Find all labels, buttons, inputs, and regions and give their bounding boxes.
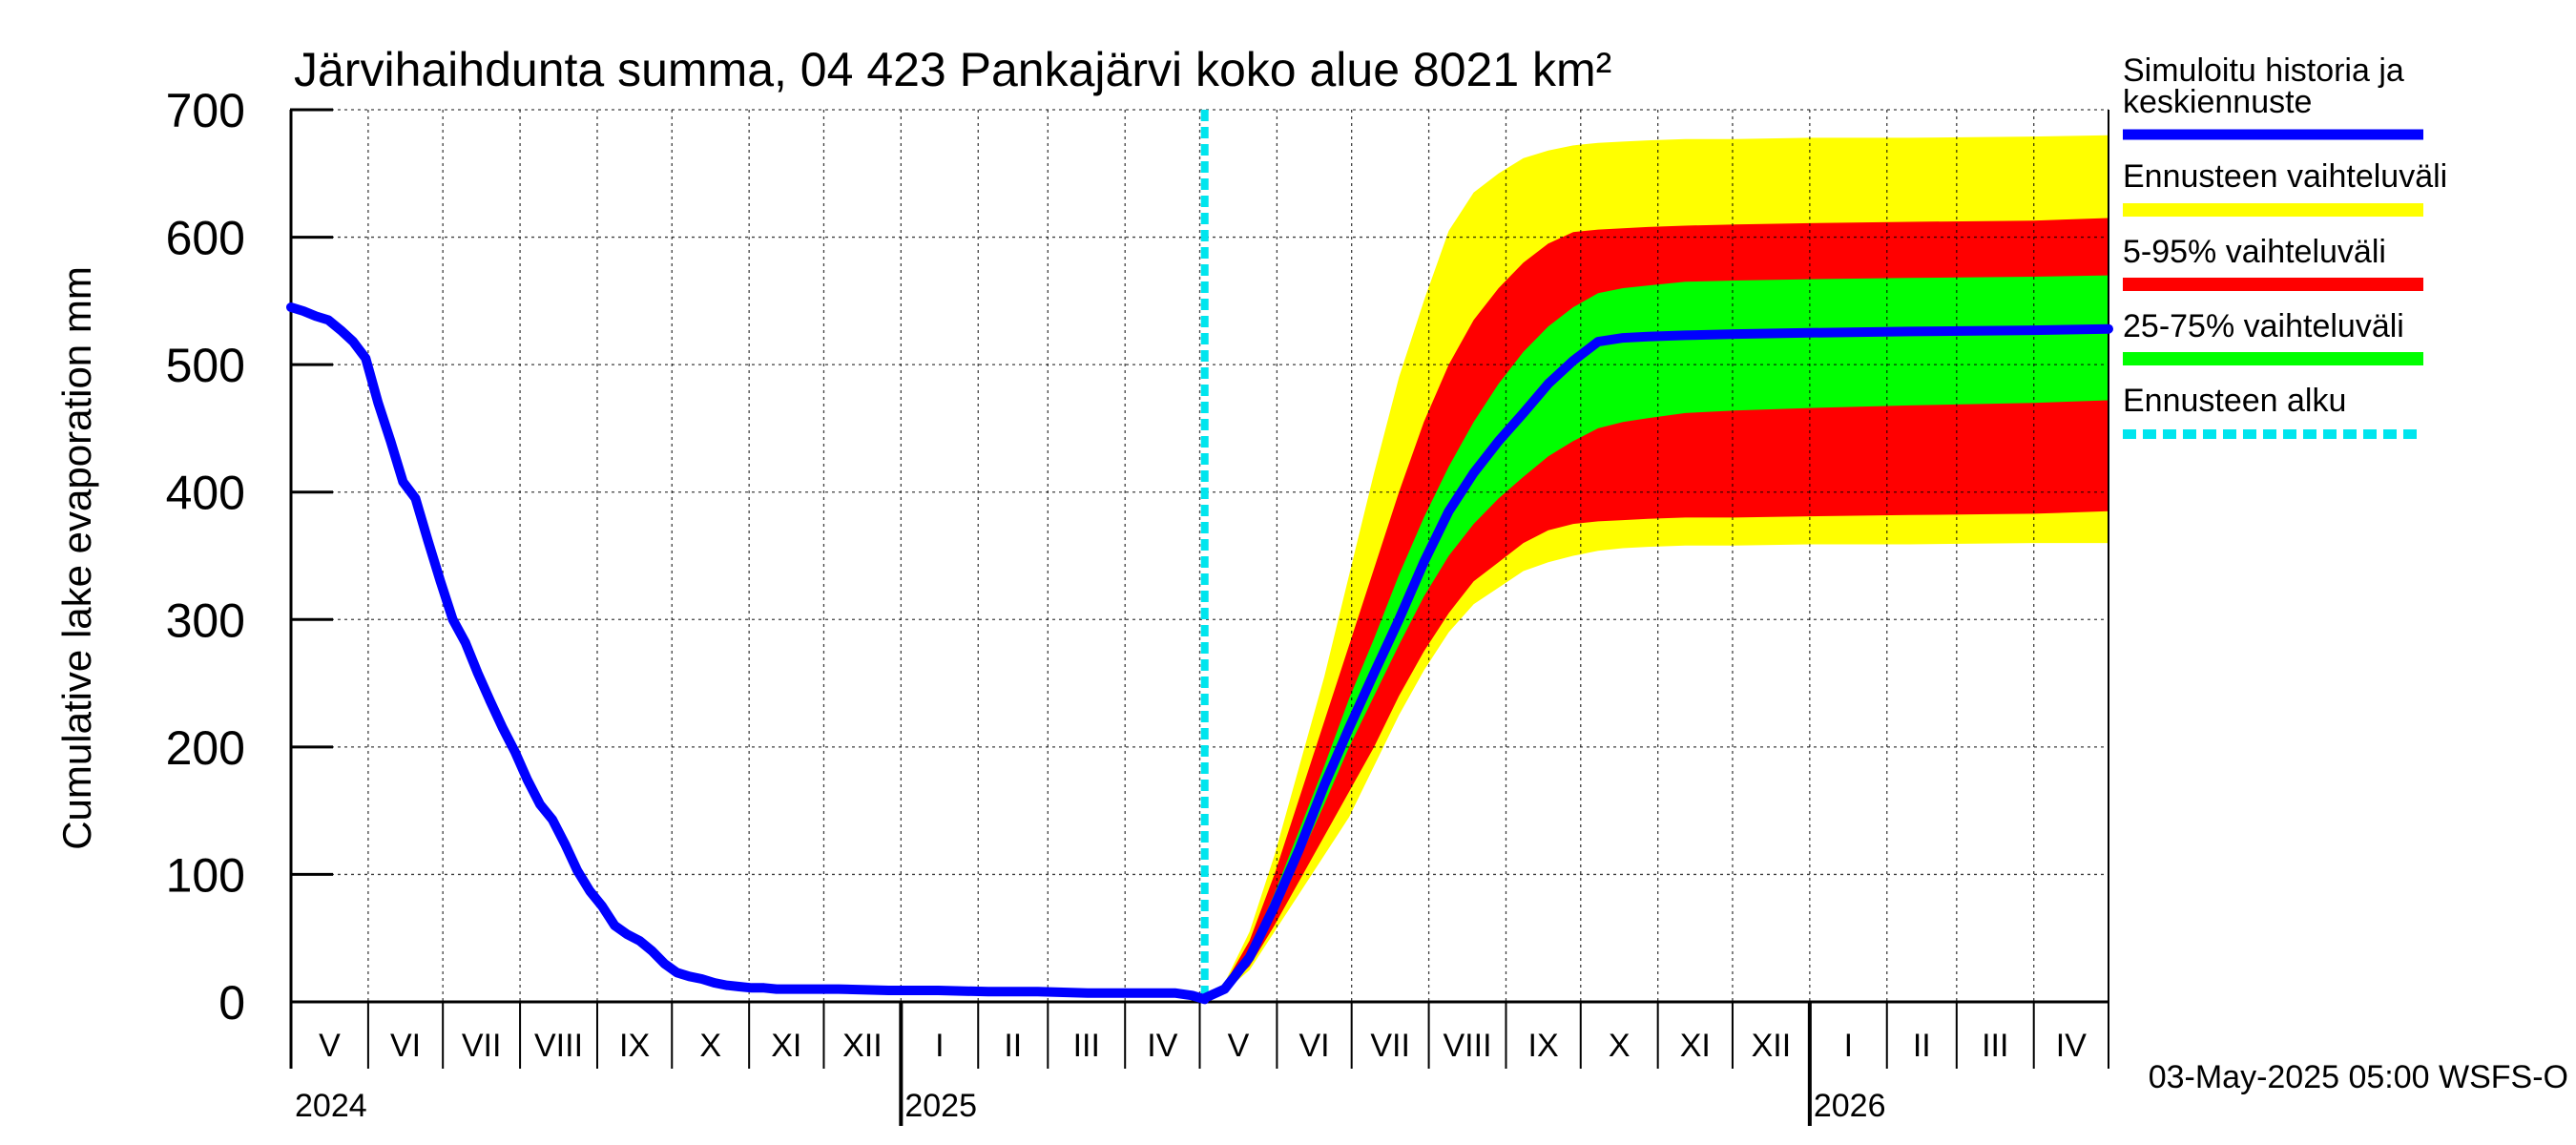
month-label: X (1609, 1028, 1631, 1064)
month-label: II (1913, 1028, 1931, 1064)
legend-p5-95-label: 5-95% vaihteluväli (2123, 234, 2386, 270)
month-label: II (1004, 1028, 1022, 1064)
month-label: VIII (1444, 1028, 1492, 1064)
legend-forecast-start-label: Ennusteen alku (2123, 383, 2346, 419)
footer-timestamp: 03-May-2025 05:00 WSFS-O (2149, 1059, 2568, 1095)
month-label: XII (1752, 1028, 1792, 1064)
legend-history-label-1: Simuloitu historia ja (2123, 52, 2404, 89)
month-label: III (1982, 1028, 2008, 1064)
grid-lines (291, 109, 2109, 1002)
month-label: III (1073, 1028, 1100, 1064)
y-tick-label: 600 (166, 212, 245, 265)
year-label: 2026 (1814, 1088, 1886, 1124)
month-label: VII (462, 1028, 502, 1064)
y-tick-label: 700 (166, 84, 245, 137)
y-axis-label: Cumulative lake evaporation mm (54, 266, 99, 850)
month-label: XII (842, 1028, 883, 1064)
year-label: 2024 (295, 1088, 367, 1124)
month-label: X (699, 1028, 721, 1064)
y-tick-label: 100 (166, 848, 245, 902)
month-label: IV (2056, 1028, 2087, 1064)
band-p25-75 (1204, 275, 2109, 999)
month-label: V (319, 1028, 341, 1064)
month-label: VII (1370, 1028, 1410, 1064)
month-label: IV (1147, 1028, 1177, 1064)
month-label: VI (1298, 1028, 1329, 1064)
y-tick-label: 400 (166, 467, 245, 520)
data-series (286, 110, 2113, 1005)
forecast-bands (1204, 135, 2109, 1000)
month-label: IX (619, 1028, 650, 1064)
month-label: XI (1680, 1028, 1711, 1064)
year-label: 2025 (904, 1088, 977, 1124)
legend-history-label-2: keskiennuste (2123, 84, 2312, 120)
history-line (286, 302, 1210, 1005)
month-label: IX (1528, 1028, 1559, 1064)
month-label: I (935, 1028, 944, 1064)
month-label: VIII (534, 1028, 583, 1064)
month-label: VI (390, 1028, 421, 1064)
legend: Simuloitu historia ja keskiennuste Ennus… (2123, 52, 2447, 439)
chart-title: Järvihaihdunta summa, 04 423 Pankajärvi … (294, 43, 1611, 96)
band-p5-95 (1204, 218, 2109, 1000)
legend-range-label: Ennusteen vaihteluväli (2123, 158, 2447, 195)
month-label: I (1844, 1028, 1853, 1064)
mean-forecast-line (1199, 323, 2113, 1003)
y-tick-label: 0 (218, 976, 245, 1030)
y-tick-label: 300 (166, 593, 245, 647)
legend-p25-75-label: 25-75% vaihteluväli (2123, 308, 2404, 344)
y-tick-label: 200 (166, 721, 245, 775)
y-tick-label: 500 (166, 339, 245, 392)
month-label: XI (771, 1028, 801, 1064)
month-label: V (1228, 1028, 1250, 1064)
